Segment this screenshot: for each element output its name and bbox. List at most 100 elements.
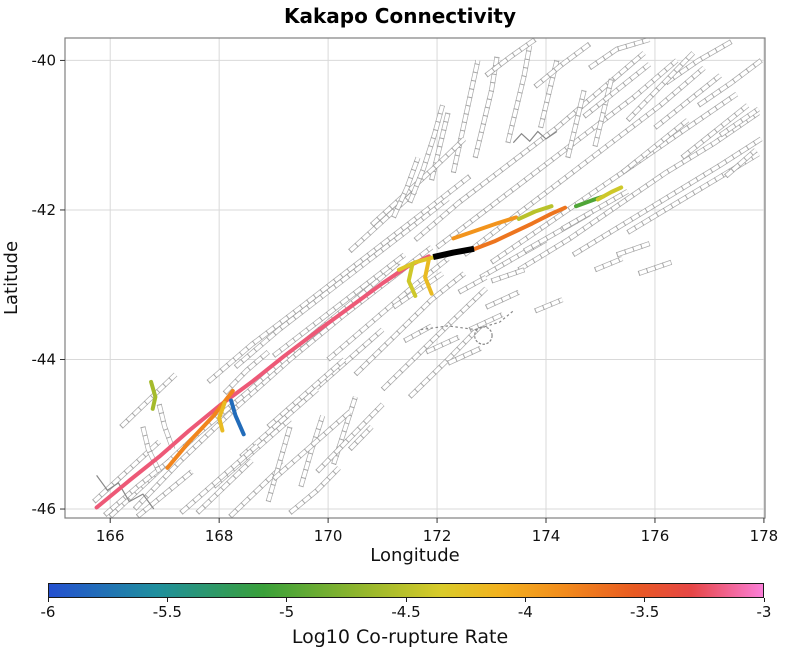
coast-features xyxy=(96,130,558,510)
colored-fault-trace xyxy=(229,398,246,437)
plot-border xyxy=(64,37,766,519)
fault-segment-dividers xyxy=(425,334,460,355)
fault-segment-fill xyxy=(315,403,384,473)
fault-segment-fill xyxy=(485,38,537,77)
y-axis-label: Latitude xyxy=(1,241,22,315)
colorbar-tick-label: -3 xyxy=(756,603,772,621)
fault-segment-dividers xyxy=(353,271,466,377)
colored-fault-trace xyxy=(217,400,227,433)
fault-segment-fill xyxy=(272,410,352,481)
colored-fault-trace xyxy=(451,215,519,241)
x-tick-label: 172 xyxy=(423,527,452,545)
fault-segment-dividers xyxy=(468,312,504,332)
x-axis-label: Longitude xyxy=(370,545,460,566)
colored-fault-trace xyxy=(149,379,158,411)
fault-segment-fill xyxy=(719,107,760,137)
colorbar-label: Log10 Co-rupture Rate xyxy=(291,626,509,648)
chart-title: Kakapo Connectivity xyxy=(283,4,517,28)
fault-segment-fill xyxy=(136,470,194,518)
fault-segment-fill xyxy=(266,426,292,503)
colorbar-tick-label: -5 xyxy=(279,603,295,621)
fault-segment-dividers xyxy=(408,324,483,399)
fault-segment-fill xyxy=(196,459,254,515)
fault-segment-dividers xyxy=(348,425,374,451)
colored-fault-trace xyxy=(473,205,568,251)
x-tick-label: 170 xyxy=(314,527,343,545)
fault-segment-fill xyxy=(234,197,450,369)
y-tick-label: -44 xyxy=(32,350,57,368)
squiggle-coast-line xyxy=(512,130,558,144)
colorbar-tick-label: -4.5 xyxy=(391,603,421,621)
x-tick-label: 174 xyxy=(532,527,561,545)
colored-fault-trace xyxy=(516,204,554,221)
colored-fault-trace xyxy=(406,261,418,298)
colored-fault-trace xyxy=(94,254,431,510)
colorbar-tick-mark xyxy=(405,598,407,602)
fault-segment-fill xyxy=(572,137,763,257)
fault-segment-fill xyxy=(517,111,760,272)
fault-segment-dividers xyxy=(472,56,500,159)
fault-segment-fill xyxy=(451,60,480,173)
fault-segment-dividers xyxy=(505,45,533,144)
fault-segment-dividers xyxy=(592,78,614,147)
colorbar-tick-mark xyxy=(524,598,526,602)
fault-segment-dividers xyxy=(565,89,587,159)
fault-network xyxy=(92,38,763,518)
fault-segment-fill xyxy=(697,58,763,107)
colorbar-tick-mark xyxy=(47,598,49,602)
co-rupture-traces xyxy=(94,185,624,510)
fault-segment-fill xyxy=(681,103,749,160)
fault-segment-fill xyxy=(561,189,629,231)
peninsula-outline xyxy=(474,326,493,345)
fault-segment-fill xyxy=(299,415,325,488)
x-tick-label: 176 xyxy=(641,527,670,545)
colorbar-tick-mark xyxy=(166,598,168,602)
fault-segment-dividers xyxy=(637,259,673,276)
fault-segment-fill xyxy=(392,272,444,309)
colorbar-tick-mark xyxy=(286,598,288,602)
y-tick-label: -42 xyxy=(32,201,57,219)
colorbar-tick-label: -3.5 xyxy=(630,603,660,621)
fault-segment-fill xyxy=(724,148,757,178)
x-tick-label: 178 xyxy=(750,527,779,545)
colorbar-tick-mark xyxy=(644,598,646,602)
colorbar-tick-mark xyxy=(763,598,765,602)
fault-segment-fill xyxy=(381,287,488,391)
fault-segment-fill xyxy=(141,426,161,473)
fault-segment-dividers xyxy=(429,112,451,181)
y-tick-label: -40 xyxy=(32,51,57,69)
fault-segment-fill xyxy=(533,42,591,88)
colorbar-tick-label: -6 xyxy=(40,603,56,621)
fault-segment-dividers xyxy=(103,458,172,517)
squiggle-coast-line xyxy=(96,475,155,510)
fault-segment-fill xyxy=(582,62,651,118)
fault-segment-fill xyxy=(534,298,564,313)
fault-segment-dividers xyxy=(446,346,482,366)
fault-segment-fill xyxy=(408,104,445,204)
fault-segment-fill xyxy=(272,253,406,358)
fault-segment-dividers xyxy=(490,267,526,284)
fault-segment-fill xyxy=(391,156,420,219)
fault-segment-fill xyxy=(326,257,450,361)
map-plot: Longitude Latitude 166 168 170 172 174 176 178… xyxy=(1,37,779,566)
colored-fault-trace xyxy=(595,185,624,202)
fault-segment-fill xyxy=(594,256,623,272)
fault-segment-fill xyxy=(626,51,695,122)
fault-segment-dividers xyxy=(538,59,560,129)
fault-segment-fill xyxy=(305,328,384,399)
fault-segment-dividers xyxy=(485,289,520,310)
dashed-coast-line xyxy=(420,310,514,331)
fault-segment-fill xyxy=(119,373,177,429)
fault-segment-fill xyxy=(179,444,259,515)
fault-segment-fill xyxy=(348,189,417,253)
fault-segment-fill xyxy=(267,358,346,429)
fault-segment-dividers xyxy=(615,241,651,258)
axes: 166 168 170 172 174 176 178 -40 -42 -44 -46 xyxy=(32,51,779,545)
fault-segment-dividers xyxy=(462,66,706,257)
fault-segment-fill xyxy=(207,174,471,384)
fault-segment-fill xyxy=(157,403,175,450)
fault-segment-fill xyxy=(288,466,341,515)
colorbar-tick-label: -4 xyxy=(517,603,533,621)
colorbar-tick-label: -5.5 xyxy=(152,603,182,621)
